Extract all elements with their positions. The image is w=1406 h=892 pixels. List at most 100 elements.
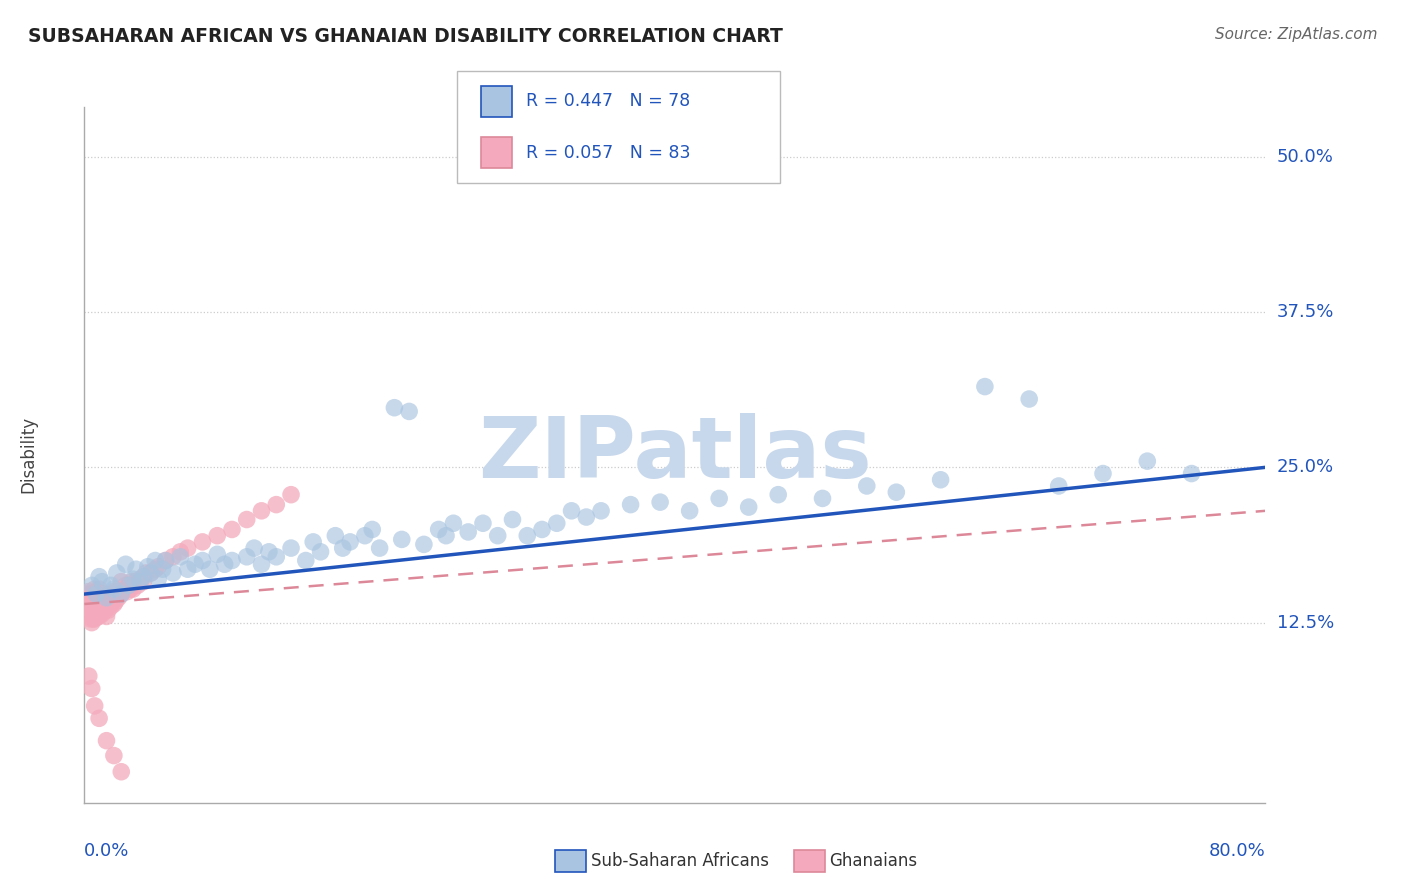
Point — [1047, 479, 1070, 493]
Point — [76, 599, 98, 614]
Point — [811, 491, 834, 506]
Point — [143, 562, 166, 576]
Point — [441, 516, 464, 531]
Point — [1018, 392, 1040, 406]
Point — [125, 574, 148, 589]
Point — [104, 594, 127, 608]
Point — [90, 607, 112, 621]
Point — [79, 612, 101, 626]
Text: 25.0%: 25.0% — [1277, 458, 1334, 476]
Point — [87, 594, 111, 608]
Point — [80, 681, 103, 696]
Point — [129, 572, 152, 586]
Point — [110, 764, 132, 779]
Point — [86, 609, 108, 624]
Text: 0.0%: 0.0% — [84, 842, 129, 860]
Point — [295, 553, 318, 567]
Point — [84, 597, 107, 611]
Point — [221, 523, 243, 537]
Point — [221, 553, 243, 567]
Point — [120, 582, 142, 596]
Point — [619, 498, 641, 512]
Point — [121, 574, 143, 589]
Point — [87, 570, 111, 584]
Point — [115, 584, 138, 599]
Point — [87, 711, 111, 725]
Point — [98, 597, 121, 611]
Point — [361, 523, 384, 537]
Point — [235, 512, 259, 526]
Point — [382, 401, 406, 415]
Point — [339, 534, 361, 549]
Point — [148, 572, 170, 586]
Point — [391, 533, 413, 547]
Point — [122, 572, 145, 586]
Point — [114, 578, 136, 592]
Point — [973, 379, 995, 393]
Point — [205, 547, 228, 561]
Point — [250, 504, 273, 518]
Text: Sub-Saharan Africans: Sub-Saharan Africans — [591, 852, 769, 870]
Point — [135, 566, 157, 580]
Point — [110, 574, 132, 589]
Point — [82, 599, 104, 614]
Point — [177, 562, 200, 576]
Text: 80.0%: 80.0% — [1209, 842, 1265, 860]
Point — [93, 603, 115, 617]
Point — [486, 529, 509, 543]
Point — [112, 582, 135, 596]
Point — [143, 553, 166, 567]
Point — [169, 549, 191, 564]
Point — [100, 578, 122, 592]
Point — [94, 603, 117, 617]
Point — [103, 584, 125, 599]
Point — [87, 582, 111, 596]
Point — [886, 485, 908, 500]
Point — [139, 566, 162, 580]
Point — [264, 498, 288, 512]
Point — [575, 510, 598, 524]
Point — [929, 473, 952, 487]
Text: SUBSAHARAN AFRICAN VS GHANAIAN DISABILITY CORRELATION CHART: SUBSAHARAN AFRICAN VS GHANAIAN DISABILIT… — [28, 27, 783, 45]
Point — [148, 559, 170, 574]
Point — [530, 523, 553, 537]
Point — [139, 566, 162, 580]
Point — [648, 495, 672, 509]
Point — [105, 587, 128, 601]
Point — [354, 529, 377, 543]
Point — [91, 607, 114, 621]
Point — [83, 582, 105, 596]
Point — [77, 584, 100, 599]
Point — [93, 587, 115, 601]
Point — [97, 603, 120, 617]
Text: 12.5%: 12.5% — [1277, 614, 1334, 632]
Point — [80, 615, 103, 630]
Point — [427, 523, 450, 537]
Point — [368, 541, 391, 555]
Point — [103, 582, 125, 596]
Point — [77, 597, 100, 611]
Point — [280, 488, 302, 502]
Point — [100, 599, 122, 614]
Point — [111, 584, 134, 599]
Point — [169, 545, 191, 559]
Point — [107, 591, 129, 605]
Point — [77, 669, 100, 683]
Point — [118, 578, 141, 592]
Point — [235, 549, 259, 564]
Point — [1136, 454, 1159, 468]
Point — [472, 516, 495, 531]
Point — [214, 558, 236, 572]
Point — [136, 559, 159, 574]
Point — [709, 491, 731, 506]
Point — [155, 553, 177, 567]
Text: 37.5%: 37.5% — [1277, 303, 1334, 321]
Point — [96, 591, 118, 605]
Point — [114, 558, 136, 572]
Point — [768, 488, 790, 502]
Point — [413, 537, 436, 551]
Point — [678, 504, 700, 518]
Point — [302, 534, 325, 549]
Point — [91, 591, 114, 605]
Point — [96, 591, 118, 605]
